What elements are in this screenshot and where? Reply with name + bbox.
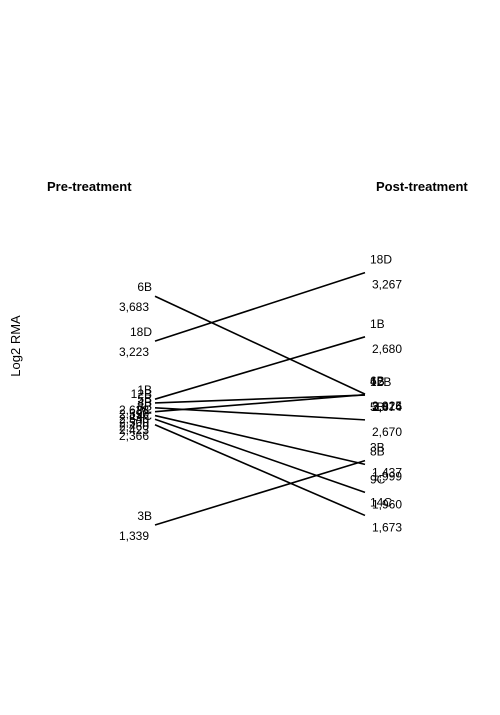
series-name-right-6B: 6B: [370, 374, 385, 388]
value-label-right-6B: 3,925: [372, 399, 402, 413]
series-name-left-18D: 18D: [130, 325, 152, 339]
series-name-right-1B: 1B: [370, 317, 385, 331]
series-line-8B: [154, 414, 366, 466]
series-name-left-12B: 12B: [131, 387, 152, 401]
series-name-right-12B: 12B: [370, 375, 391, 389]
series-line-5B: [154, 406, 366, 421]
series-name-right-14C: 14C: [370, 495, 392, 509]
series-name-right-4B: 4B: [370, 375, 385, 389]
value-label-left-14C: 2,366: [119, 429, 149, 443]
value-label-right-12B: 2,674: [372, 400, 402, 414]
series-name-right-9C: 9C: [370, 472, 386, 486]
series-name-right-18D: 18D: [370, 253, 392, 267]
series-name-left-4B: 4B: [137, 396, 152, 410]
series-name-left-5B: 5B: [137, 392, 152, 406]
series-line-14C: [154, 424, 366, 517]
series-name-left-3B: 3B: [137, 509, 152, 523]
value-label-right-1B: 2,680: [372, 342, 402, 356]
series-name-left-9C: 9C: [137, 403, 153, 417]
value-label-left-1B: 2,628: [119, 403, 149, 417]
series-lines: [154, 271, 366, 526]
value-label-right-8B: 1,999: [372, 469, 402, 483]
series-line-12B: [154, 394, 366, 404]
value-label-right-4B: 2,416: [372, 400, 402, 414]
value-label-left-4B: 2,500: [119, 416, 149, 430]
y-axis-title: Log2 RMA: [8, 315, 23, 377]
series-name-right-5B: 5B: [370, 400, 385, 414]
value-label-left-5B: 2,540: [119, 412, 149, 426]
series-line-1B: [154, 336, 366, 400]
value-label-left-18D: 3,223: [119, 345, 149, 359]
series-line-4B: [154, 393, 366, 413]
series-name-left-8B: 8B: [137, 400, 152, 414]
series-labels: 6B6B18D18D1B1B12B12B5B5B4B4B8B8B9C9C14C1…: [119, 253, 402, 543]
series-line-18D: [154, 271, 366, 342]
series-name-left-1B: 1B: [137, 383, 152, 397]
value-label-right-3B: 1,437: [372, 466, 402, 480]
value-label-right-14C: 1,673: [372, 520, 402, 534]
value-label-left-6B: 3,683: [119, 300, 149, 314]
series-line-6B: [154, 295, 366, 395]
value-label-left-3B: 1,339: [119, 529, 149, 543]
series-name-left-14C: 14C: [130, 409, 152, 423]
series-line-9C: [154, 418, 366, 494]
value-label-right-18D: 3,267: [372, 278, 402, 292]
value-label-right-9C: 1,960: [372, 497, 402, 511]
value-label-right-5B: 2,670: [372, 425, 402, 439]
value-label-left-9C: 2,423: [119, 423, 149, 437]
header-pre-treatment: Pre-treatment: [47, 179, 132, 194]
series-name-right-8B: 8B: [370, 444, 385, 458]
value-label-left-8B: 2,460: [119, 420, 149, 434]
value-label-left-12B: 2,590: [119, 407, 149, 421]
series-name-left-6B: 6B: [137, 280, 152, 294]
series-name-right-3B: 3B: [370, 441, 385, 455]
series-line-3B: [154, 459, 366, 526]
header-post-treatment: Post-treatment: [376, 179, 468, 194]
